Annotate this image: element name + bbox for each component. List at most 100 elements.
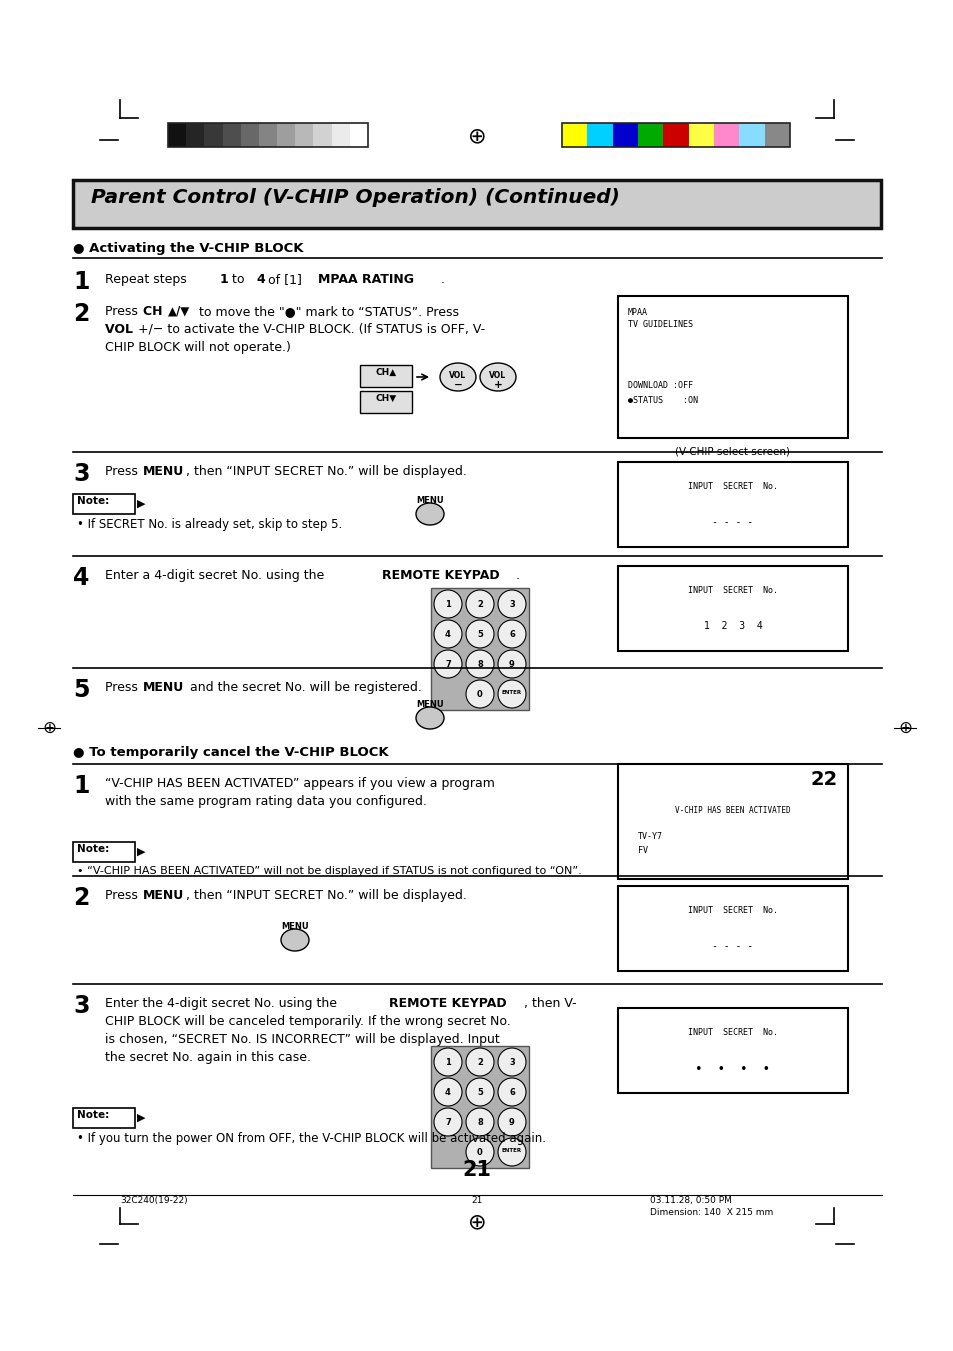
- Ellipse shape: [439, 363, 476, 390]
- Bar: [561, 123, 587, 147]
- Text: Dimension: 140  X 215 mm: Dimension: 140 X 215 mm: [649, 1208, 773, 1217]
- Text: 5: 5: [476, 630, 482, 639]
- Circle shape: [497, 1078, 525, 1106]
- Bar: [587, 123, 612, 147]
- Text: VOL: VOL: [105, 323, 137, 336]
- Text: INPUT  SECRET  No.: INPUT SECRET No.: [687, 907, 778, 915]
- Text: 5: 5: [476, 1088, 482, 1097]
- Text: Enter a 4-digit secret No. using the: Enter a 4-digit secret No. using the: [105, 569, 328, 582]
- Bar: [314, 123, 332, 147]
- Bar: [73, 180, 880, 228]
- Circle shape: [497, 680, 525, 708]
- Bar: [739, 123, 764, 147]
- Text: 22: 22: [810, 770, 837, 789]
- Text: 5: 5: [73, 678, 90, 703]
- Bar: [168, 123, 368, 147]
- Text: 2: 2: [73, 886, 90, 911]
- Text: 2: 2: [476, 1058, 482, 1067]
- Bar: [204, 123, 222, 147]
- Ellipse shape: [479, 363, 516, 390]
- Text: Press: Press: [105, 681, 142, 694]
- Text: ⊕: ⊕: [897, 719, 911, 738]
- Circle shape: [497, 590, 525, 617]
- Text: CHIP BLOCK will not operate.): CHIP BLOCK will not operate.): [105, 340, 291, 354]
- Bar: [431, 588, 529, 711]
- Circle shape: [465, 680, 494, 708]
- Text: Parent Control (V-CHIP Operation) (Continued): Parent Control (V-CHIP Operation) (Conti…: [91, 188, 619, 207]
- Bar: [73, 494, 135, 513]
- Text: 6: 6: [509, 630, 515, 639]
- Circle shape: [465, 620, 494, 648]
- Circle shape: [497, 650, 525, 678]
- Text: 7: 7: [445, 661, 451, 669]
- Text: ▲/▼: ▲/▼: [168, 305, 190, 317]
- Ellipse shape: [416, 503, 443, 526]
- Circle shape: [465, 590, 494, 617]
- Text: 0: 0: [476, 690, 482, 698]
- Text: ●STATUS    :ON: ●STATUS :ON: [627, 396, 698, 405]
- Text: VOL: VOL: [449, 372, 466, 380]
- Bar: [431, 1046, 529, 1169]
- Text: 1: 1: [220, 273, 229, 286]
- Text: •  •  •  •: • • • •: [695, 1063, 770, 1075]
- Text: 3: 3: [73, 462, 90, 486]
- Text: , then V-: , then V-: [523, 997, 576, 1011]
- Text: MENU: MENU: [281, 921, 309, 931]
- Text: ● Activating the V-CHIP BLOCK: ● Activating the V-CHIP BLOCK: [73, 242, 303, 255]
- Bar: [359, 365, 412, 386]
- Circle shape: [497, 1048, 525, 1075]
- Text: CH: CH: [143, 305, 167, 317]
- Text: .: .: [516, 569, 519, 582]
- Text: MENU: MENU: [143, 681, 184, 694]
- Bar: [276, 123, 295, 147]
- Text: +/− to activate the V-CHIP BLOCK. (If STATUS is OFF, V-: +/− to activate the V-CHIP BLOCK. (If ST…: [138, 323, 485, 336]
- Text: • If SECRET No. is already set, skip to step 5.: • If SECRET No. is already set, skip to …: [77, 517, 342, 531]
- Bar: [73, 842, 135, 862]
- Text: INPUT  SECRET  No.: INPUT SECRET No.: [687, 482, 778, 490]
- Text: MENU: MENU: [143, 465, 184, 478]
- Text: 21: 21: [462, 1161, 491, 1179]
- Text: MENU: MENU: [143, 889, 184, 902]
- Text: FV: FV: [638, 846, 647, 855]
- Text: “V-CHIP HAS BEEN ACTIVATED” appears if you view a program: “V-CHIP HAS BEEN ACTIVATED” appears if y…: [105, 777, 495, 790]
- Circle shape: [465, 650, 494, 678]
- Text: 9: 9: [509, 1119, 515, 1127]
- Text: ⊕: ⊕: [42, 719, 56, 738]
- Text: ▶: ▶: [137, 1113, 146, 1123]
- Circle shape: [434, 590, 461, 617]
- Bar: [638, 123, 662, 147]
- Text: and the secret No. will be registered.: and the secret No. will be registered.: [186, 681, 421, 694]
- Text: 03.11.28, 0:50 PM: 03.11.28, 0:50 PM: [649, 1196, 731, 1205]
- Bar: [688, 123, 713, 147]
- Text: 1: 1: [445, 1058, 451, 1067]
- Text: 2: 2: [476, 600, 482, 609]
- Bar: [186, 123, 204, 147]
- Text: ENTER: ENTER: [501, 1148, 521, 1152]
- Circle shape: [465, 1108, 494, 1136]
- Text: DOWNLOAD :OFF: DOWNLOAD :OFF: [627, 381, 692, 390]
- Bar: [618, 1008, 847, 1093]
- Text: Press: Press: [105, 465, 142, 478]
- Bar: [73, 1108, 135, 1128]
- Bar: [240, 123, 258, 147]
- Text: INPUT  SECRET  No.: INPUT SECRET No.: [687, 1028, 778, 1038]
- Text: ENTER: ENTER: [501, 690, 521, 694]
- Text: • If you turn the power ON from OFF, the V-CHIP BLOCK will be activated again.: • If you turn the power ON from OFF, the…: [77, 1132, 545, 1146]
- Text: 32C240(19-22): 32C240(19-22): [120, 1196, 188, 1205]
- Text: 21: 21: [471, 1196, 482, 1205]
- Circle shape: [434, 1078, 461, 1106]
- Text: INPUT  SECRET  No.: INPUT SECRET No.: [687, 586, 778, 594]
- Text: 3: 3: [509, 600, 515, 609]
- Text: 8: 8: [476, 661, 482, 669]
- Text: 3: 3: [509, 1058, 515, 1067]
- Text: TV GUIDELINES: TV GUIDELINES: [627, 320, 692, 330]
- Text: CH▼: CH▼: [375, 394, 396, 403]
- Text: 2: 2: [73, 303, 90, 326]
- Text: is chosen, “SECRET No. IS INCORRECT” will be displayed. Input: is chosen, “SECRET No. IS INCORRECT” wil…: [105, 1034, 499, 1046]
- Bar: [618, 566, 847, 651]
- Text: the secret No. again in this case.: the secret No. again in this case.: [105, 1051, 311, 1065]
- Bar: [618, 296, 847, 438]
- Text: 1: 1: [445, 600, 451, 609]
- Text: Note:: Note:: [77, 844, 110, 854]
- Text: Press: Press: [105, 305, 142, 317]
